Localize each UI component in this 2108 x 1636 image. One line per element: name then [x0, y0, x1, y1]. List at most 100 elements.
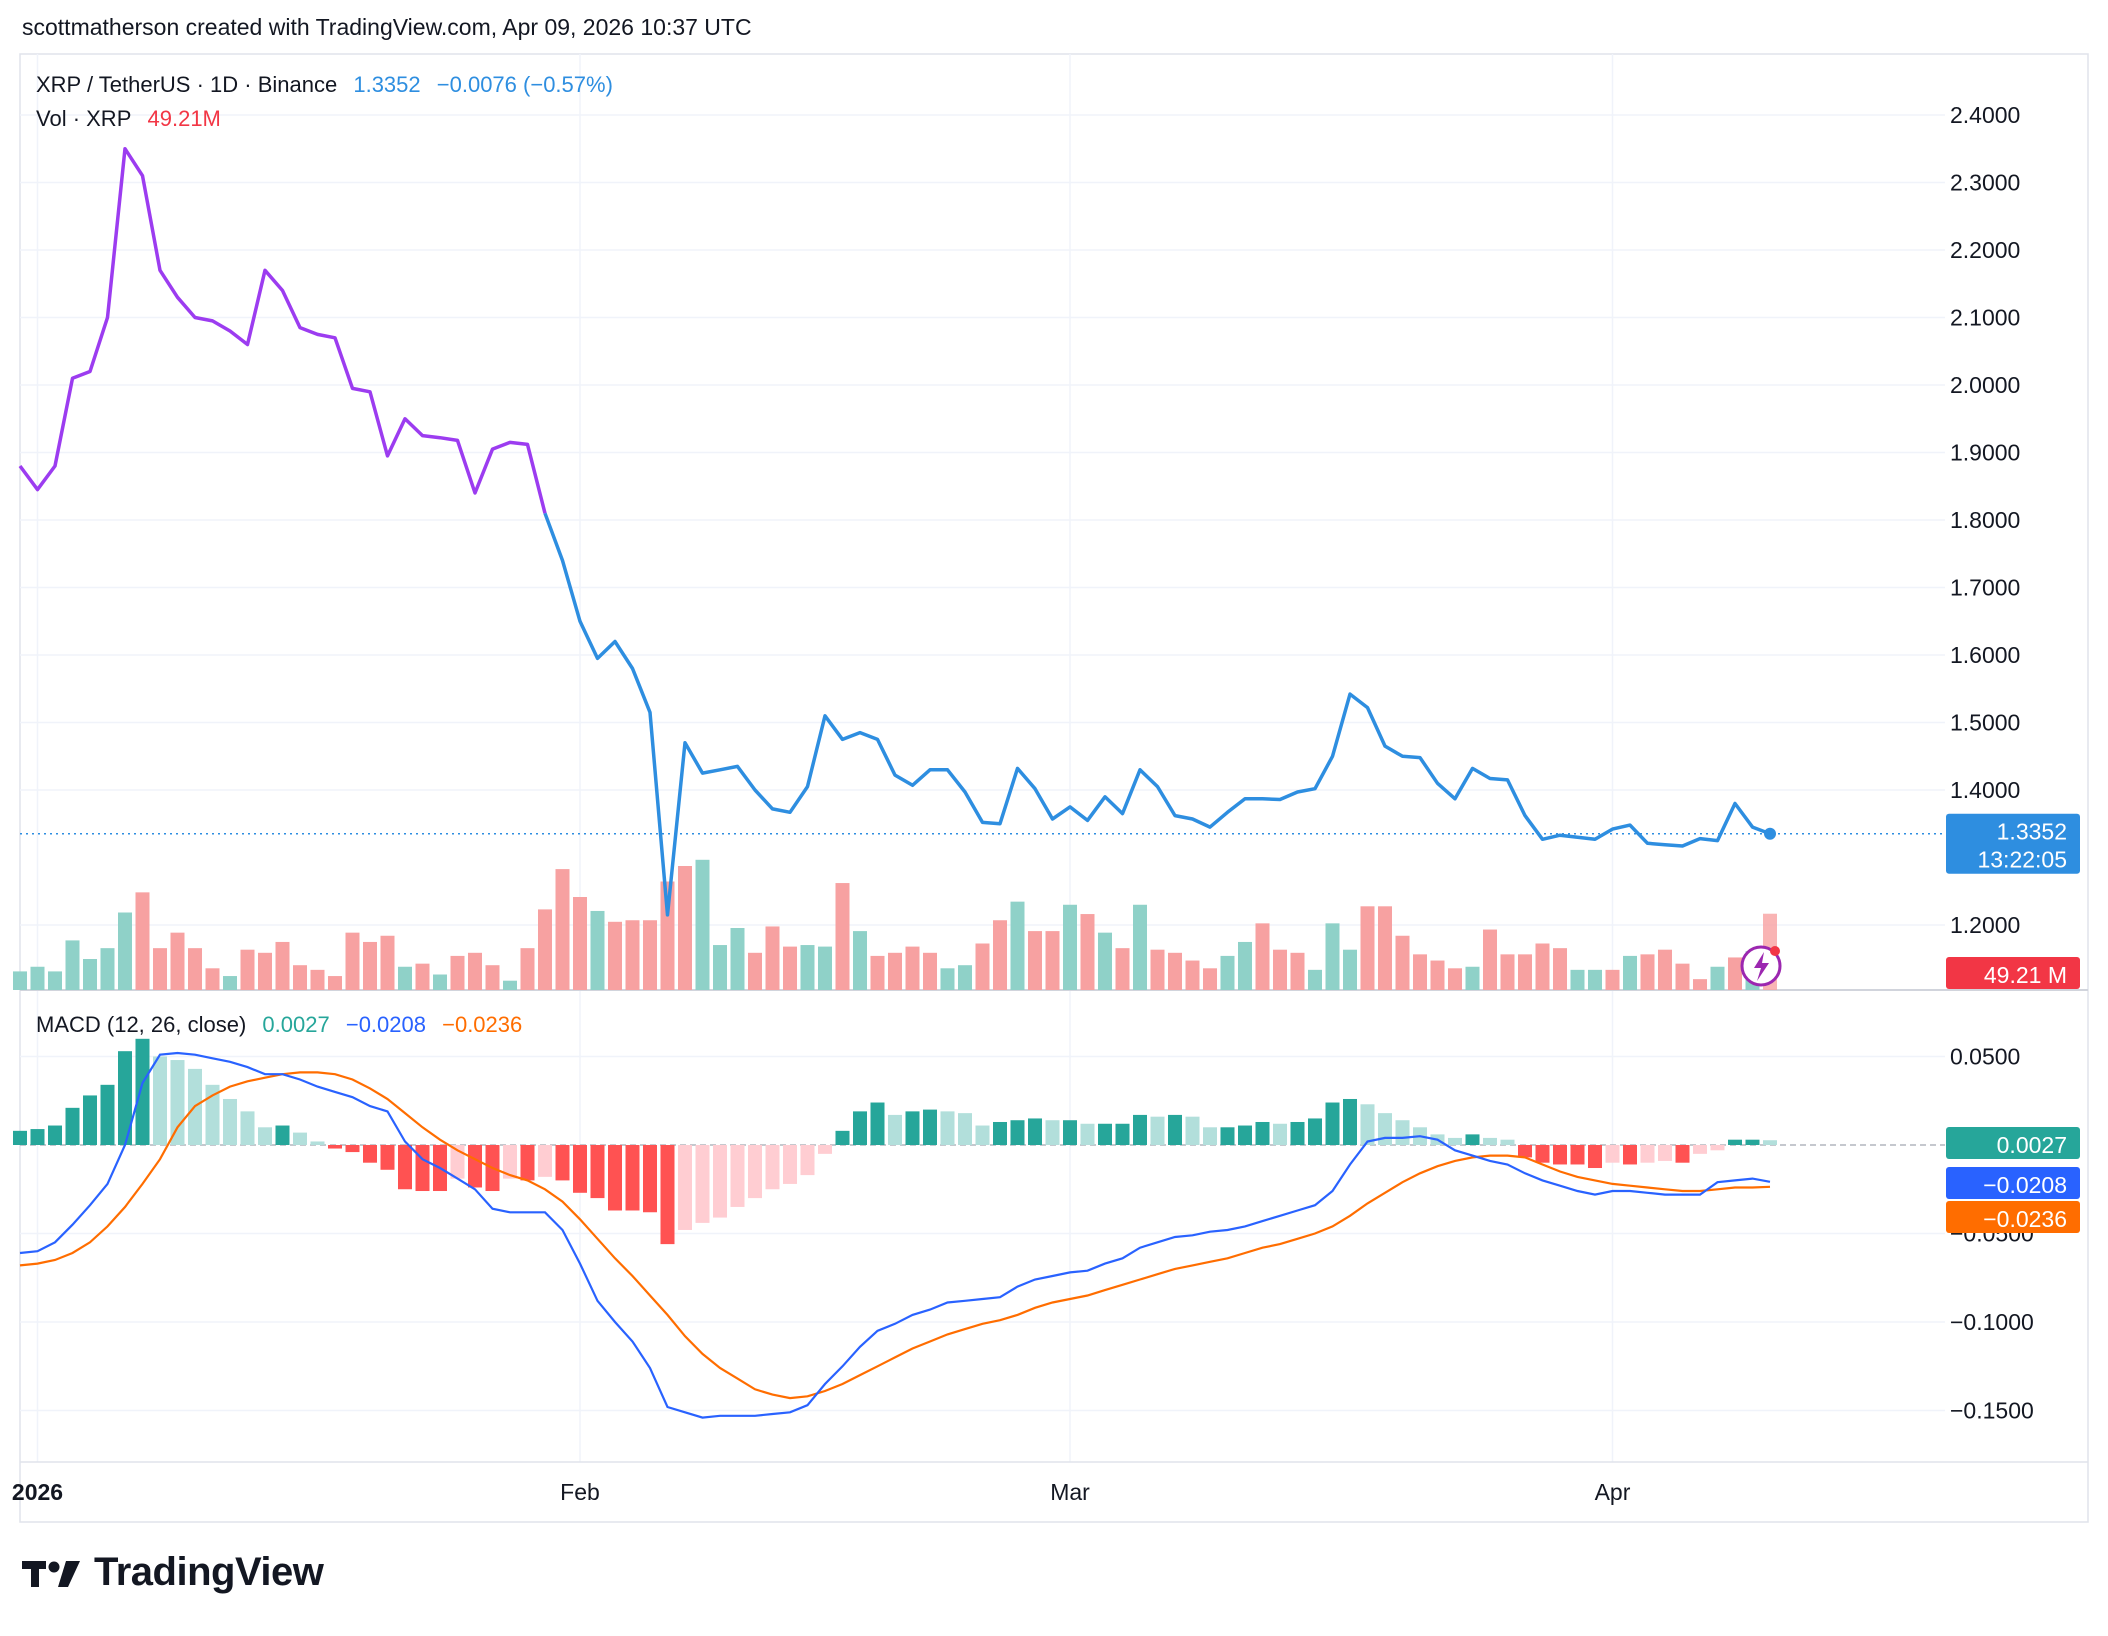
- volume-bar: [345, 932, 360, 990]
- macd-histogram-bar: [205, 1084, 220, 1145]
- macd-histogram-bar: [975, 1125, 990, 1145]
- volume-bar: [1133, 904, 1147, 990]
- volume-bar: [1675, 963, 1690, 990]
- last-price-dot: [1764, 827, 1776, 840]
- volume-bar: [608, 921, 622, 990]
- macd-histogram-bar: [1745, 1139, 1760, 1145]
- volume-bar: [293, 965, 307, 990]
- volume-bar: [450, 955, 465, 990]
- volume-bar: [1290, 952, 1305, 990]
- volume-bar: [660, 881, 675, 990]
- macd-histogram-bar: [1115, 1123, 1130, 1145]
- grid-lines: [20, 54, 1945, 1462]
- volume-bar: [1273, 949, 1287, 990]
- macd-histogram-bar: [83, 1095, 97, 1145]
- y-tick-label: −0.1000: [1950, 1309, 2034, 1335]
- macd-histogram-bar: [1553, 1145, 1567, 1165]
- volume-badge-bg: [1946, 957, 2080, 989]
- macd-histogram-bar: [853, 1111, 867, 1145]
- macd-histogram-bar: [1168, 1114, 1182, 1145]
- macd-histogram-bar: [310, 1141, 325, 1145]
- x-tick-label: Mar: [1050, 1479, 1090, 1505]
- brand-name: TradingView: [94, 1550, 324, 1594]
- volume-bar: [958, 965, 972, 990]
- volume-bar: [1185, 960, 1200, 990]
- macd-histogram-bar: [1080, 1123, 1095, 1145]
- macd-histogram-bar: [573, 1145, 587, 1193]
- volume-bar: [13, 971, 27, 990]
- volume-bar: [1238, 941, 1252, 990]
- macd-histogram-bar: [835, 1130, 850, 1145]
- y-tick-label: 1.2000: [1950, 912, 2020, 938]
- y-tick-label: 2.0000: [1950, 372, 2020, 398]
- macd-histogram-bar: [993, 1121, 1007, 1145]
- volume-bar: [1535, 943, 1550, 990]
- macd-histogram-bar: [1693, 1145, 1707, 1154]
- macd-histogram-bar: [1605, 1145, 1620, 1163]
- volume-bar: [1430, 960, 1445, 990]
- macd-histogram-bar: [1045, 1120, 1060, 1145]
- macd-histogram-badge-text: 0.0027: [1997, 1132, 2067, 1158]
- volume-bar: [783, 946, 797, 990]
- macd-histogram-badge-bg: [1946, 1127, 2080, 1159]
- macd-histogram: [13, 1038, 1777, 1245]
- volume-bar: [853, 931, 867, 990]
- macd-histogram-bar: [1255, 1121, 1270, 1145]
- macd-legend[interactable]: MACD (12, 26, close) 0.0027 −0.0208 −0.0…: [36, 1012, 532, 1038]
- volume-bar: [1465, 966, 1480, 990]
- macd-histogram-bar: [293, 1132, 307, 1145]
- volume-bar: [520, 948, 535, 990]
- macd-histogram-bar: [1728, 1139, 1742, 1145]
- macd-histogram-bar: [730, 1145, 745, 1207]
- symbol-legend[interactable]: XRP / TetherUS · 1D · Binance 1.3352 −0.…: [36, 72, 623, 98]
- macd-histogram-bar: [1325, 1102, 1340, 1145]
- macd-histogram-bar: [678, 1145, 692, 1230]
- volume-bar: [310, 969, 325, 990]
- volume-bar: [975, 943, 990, 990]
- macd-histogram-bar: [1360, 1104, 1375, 1145]
- y-tick-label: 2.2000: [1950, 237, 2020, 263]
- macd-histogram-bar: [1290, 1121, 1305, 1145]
- macd-histogram-bar: [1623, 1145, 1637, 1165]
- y-tick-label: −0.1500: [1950, 1398, 2034, 1424]
- macd-histogram-bar: [538, 1145, 552, 1177]
- volume-bar: [538, 909, 552, 990]
- macd-histogram-bar: [1150, 1116, 1165, 1145]
- macd-histogram-bar: [398, 1145, 412, 1190]
- volume-bar: [1255, 923, 1270, 990]
- macd-signal-badge-text: −0.0236: [1983, 1206, 2067, 1232]
- macd-histogram-bar: [765, 1145, 780, 1190]
- x-tick-label: Apr: [1595, 1479, 1631, 1505]
- lightning-icon[interactable]: [1740, 945, 1782, 987]
- price-line: [543, 512, 1771, 917]
- volume-bar: [258, 952, 272, 990]
- volume-bar: [1483, 929, 1497, 990]
- volume-legend[interactable]: Vol · XRP 49.21M: [36, 106, 231, 132]
- macd-histogram-bar: [1220, 1127, 1235, 1145]
- macd-histogram-bar: [1203, 1127, 1217, 1145]
- symbol-title: XRP / TetherUS · 1D · Binance: [36, 72, 338, 97]
- volume-bar: [1308, 969, 1322, 990]
- volume-bar: [205, 968, 220, 990]
- macd-histogram-bar: [1570, 1145, 1585, 1165]
- x-tick-label: Feb: [560, 1479, 600, 1505]
- macd-histogram-bar: [1395, 1120, 1410, 1145]
- volume-bar: [1710, 966, 1725, 990]
- macd-histogram-bar: [328, 1145, 342, 1149]
- macd-histogram-bar: [1763, 1140, 1777, 1145]
- macd-histogram-bar: [1483, 1137, 1497, 1145]
- macd-histogram-bar: [450, 1145, 465, 1179]
- macd-histogram-bar: [1308, 1118, 1322, 1145]
- volume-bar: [1395, 935, 1410, 990]
- price-badge-text: 13:22:05: [1977, 847, 2067, 873]
- tradingview-logo[interactable]: TradingView: [22, 1550, 324, 1595]
- volume-bar: [818, 946, 832, 990]
- volume-bars: [13, 859, 1777, 990]
- volume-bar: [485, 965, 500, 990]
- volume-bar: [573, 897, 587, 990]
- y-tick-label: 1.6000: [1950, 642, 2020, 668]
- volume-bar: [1500, 954, 1515, 990]
- macd-histogram-bar: [415, 1145, 430, 1192]
- volume-bar: [30, 966, 45, 990]
